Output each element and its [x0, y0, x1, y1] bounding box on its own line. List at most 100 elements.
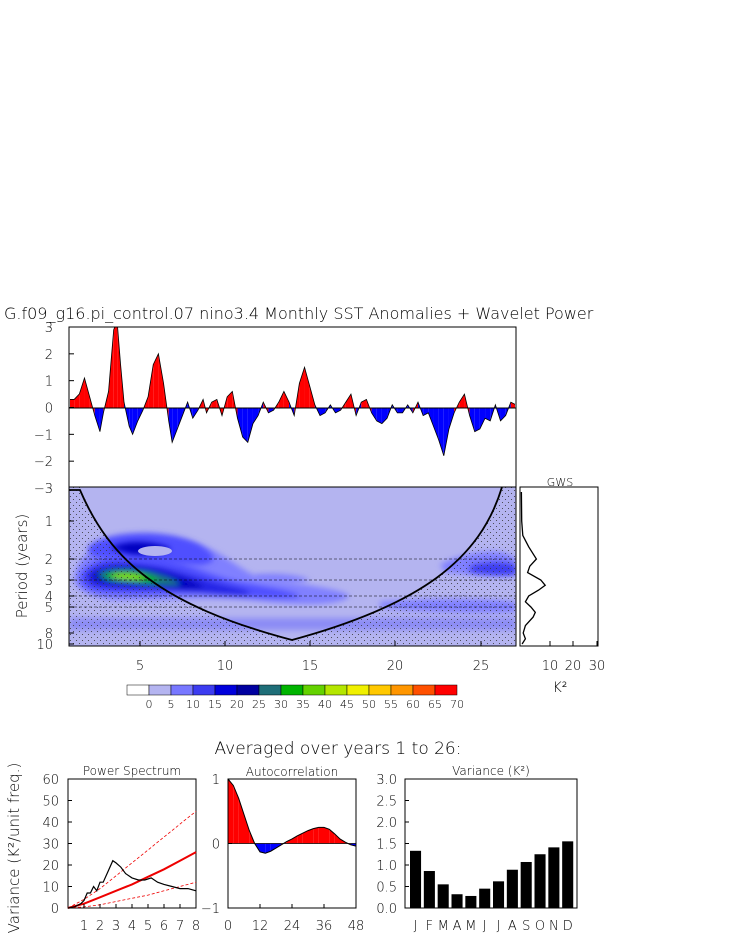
autocorrelation-segment — [313, 827, 319, 844]
power-x-tick-label: 8 — [192, 919, 200, 934]
colorbar-label: 55 — [384, 698, 398, 711]
anomaly-segment — [428, 407, 434, 427]
variance-title: Variance (K²) — [452, 764, 530, 778]
main-title: G.f09_g16.pi_control.07 nino3.4 Monthly … — [4, 304, 594, 323]
power-y-tick-label: 30 — [42, 838, 59, 853]
red-noise-line — [67, 851, 197, 909]
colorbar-swatch — [126, 684, 150, 696]
anomaly-segment — [158, 353, 164, 408]
year-tick-label: 5 — [136, 659, 144, 674]
anomaly-y-tick-label: 3 — [45, 321, 53, 336]
anomaly-y-tick-label: −2 — [34, 455, 53, 470]
anomaly-segment — [273, 402, 279, 411]
period-tick-label: 5 — [45, 601, 53, 616]
power-y-tick-label: 50 — [42, 795, 59, 810]
wavelet-y-label: Period (years) — [13, 514, 31, 619]
period-tick-label: 8 — [45, 627, 53, 642]
variance-bar — [506, 869, 518, 908]
anomaly-segment — [474, 407, 480, 432]
power-x-tick-label: 4 — [128, 919, 136, 934]
power-y-tick-label: 60 — [42, 773, 59, 788]
month-label: N — [549, 919, 559, 934]
colorbar-swatch — [412, 684, 436, 696]
period-tick-label: 10 — [36, 638, 53, 653]
anomaly-segment — [505, 402, 511, 416]
autocorrelation-segment — [324, 827, 330, 844]
colorbar-label: 35 — [296, 698, 310, 711]
anomaly-segment — [304, 367, 310, 408]
colorbar-swatch — [302, 684, 326, 696]
anomaly-segment — [459, 394, 465, 408]
colorbar-swatch — [170, 684, 194, 696]
variance-bar — [410, 850, 422, 908]
variance-y-tick-label: 2.5 — [376, 795, 397, 810]
power-y-tick-label: 40 — [42, 816, 59, 831]
variance-y-tick-label: 0.0 — [376, 902, 397, 917]
anomaly-segment — [283, 391, 290, 408]
anomaly-segment — [479, 407, 486, 429]
period-tick-label: 3 — [45, 574, 53, 589]
month-label: J — [497, 919, 501, 934]
autocorrelation-x-tick-label: 0 — [224, 919, 232, 934]
anomaly-segment — [350, 394, 357, 416]
power-x-tick-label: 5 — [144, 919, 152, 934]
anomaly-segment — [376, 407, 382, 424]
anomaly-segment — [70, 399, 75, 408]
anomaly-segment — [433, 407, 439, 440]
anomaly-segment — [299, 367, 305, 408]
anomaly-y-tick-label: 1 — [45, 375, 53, 390]
sst-anomaly-panel: 3 2 1 0 −1 −2 −3 — [34, 321, 517, 497]
colorbar-label: 45 — [340, 698, 354, 711]
autocorrelation-segment — [318, 827, 324, 844]
gws-frame — [519, 486, 599, 647]
anomaly-segment — [330, 404, 336, 413]
anomaly-segment — [74, 394, 80, 408]
anomaly-segment — [153, 353, 159, 408]
autocorrelation-x-tick-label: 36 — [316, 919, 333, 934]
autocorrelation-x-tick-label: 12 — [252, 919, 269, 934]
lower-title: Averaged over years 1 to 26: — [215, 739, 462, 759]
variance-bar — [520, 861, 532, 908]
anomaly-segment — [345, 394, 351, 408]
autocorrelation-segment — [228, 779, 234, 844]
year-tick-label: 25 — [473, 659, 490, 674]
anomaly-segment — [278, 391, 284, 408]
colorbar-swatch — [258, 684, 282, 696]
colorbar-label: 0 — [146, 698, 153, 711]
anomaly-segment — [242, 407, 248, 443]
autocorrelation-title: Autocorrelation — [246, 765, 338, 779]
variance-bar — [493, 881, 505, 908]
autocorrelation-segment — [292, 835, 298, 844]
period-tick-label: 1 — [45, 515, 53, 530]
year-tick-label: 15 — [302, 659, 319, 674]
month-label: M — [438, 919, 449, 934]
month-label: A — [508, 919, 517, 934]
gws-tick-label: 30 — [589, 659, 606, 674]
variance-y-tick-label: 0.5 — [376, 881, 397, 896]
anomaly-segment — [500, 407, 506, 421]
autocorrelation-segment — [244, 814, 250, 844]
colorbar-swatch — [148, 684, 172, 696]
month-label: O — [535, 919, 545, 934]
anomaly-segment — [148, 364, 154, 408]
anomaly-segment — [366, 399, 372, 413]
colorbar-swatch — [346, 684, 370, 696]
power-y-tick-label: 20 — [42, 859, 59, 874]
variance-bar — [465, 895, 477, 908]
colorbar-label: 70 — [450, 698, 464, 711]
anomaly-segment — [168, 407, 173, 443]
anomaly-segment — [448, 407, 455, 429]
anomaly-segment — [227, 391, 233, 408]
autocorrelation-segment — [308, 828, 314, 844]
period-tick-label: 4 — [45, 590, 53, 605]
anomaly-segment — [252, 407, 259, 424]
autocorrelation-segment — [297, 833, 303, 844]
year-tick-label: 20 — [387, 659, 404, 674]
colorbar-label: 10 — [186, 698, 200, 711]
power-x-tick-label: 7 — [176, 919, 184, 934]
month-label: J — [483, 919, 487, 934]
variance-bar — [562, 841, 574, 908]
colorbar-label: 25 — [252, 698, 266, 711]
